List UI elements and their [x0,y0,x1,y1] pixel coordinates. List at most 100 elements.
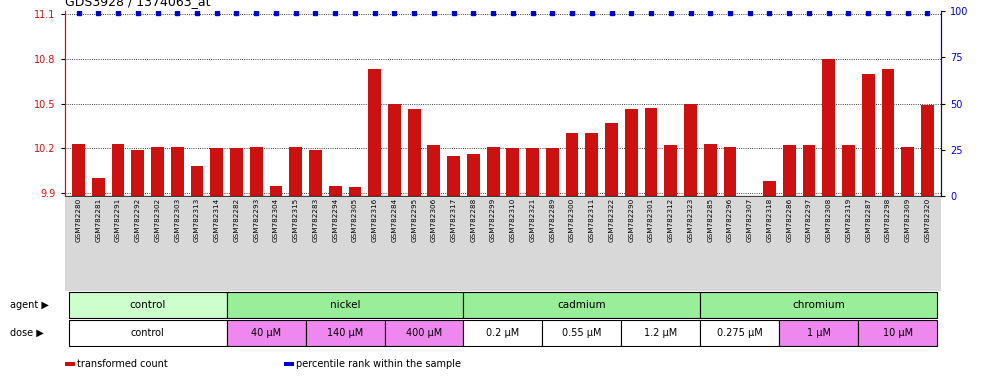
Text: nickel: nickel [330,300,361,310]
Text: GSM782312: GSM782312 [667,198,673,242]
Bar [72,144,85,196]
Text: GSM782289: GSM782289 [550,198,556,242]
Text: control: control [129,300,166,310]
Text: cadmium: cadmium [558,300,607,310]
Text: GSM782306: GSM782306 [431,198,437,242]
Bar [743,196,756,197]
Text: percentile rank within the sample: percentile rank within the sample [296,359,461,369]
Text: 40 μM: 40 μM [251,328,281,338]
Bar [250,147,263,196]
Bar [823,59,835,196]
Text: GSM782304: GSM782304 [273,198,279,242]
Text: GSM782323: GSM782323 [687,198,693,242]
Text: dose ▶: dose ▶ [10,328,44,338]
Bar [467,154,480,196]
Text: GSM782291: GSM782291 [116,198,122,242]
Text: GSM782305: GSM782305 [352,198,358,242]
Text: GSM782307: GSM782307 [747,198,753,242]
Bar [306,319,384,346]
Bar [227,291,463,318]
Text: 400 μM: 400 μM [406,328,442,338]
Bar [463,291,700,318]
Bar [289,147,302,196]
Text: chromium: chromium [793,300,846,310]
Bar [644,108,657,196]
Bar [586,133,599,196]
Text: GSM782284: GSM782284 [391,198,397,242]
Bar [881,69,894,196]
Text: 0.55 μM: 0.55 μM [562,328,602,338]
Bar [783,145,796,196]
Text: 1 μM: 1 μM [807,328,831,338]
Text: GSM782314: GSM782314 [214,198,220,242]
Bar [543,319,622,346]
Text: 140 μM: 140 μM [327,328,364,338]
Text: GSM782301: GSM782301 [648,198,654,242]
Bar [862,74,874,196]
Text: GSM782286: GSM782286 [786,198,792,242]
Bar [566,133,579,196]
Bar [921,105,934,196]
Text: GSM782321: GSM782321 [530,198,536,242]
Bar [131,150,144,196]
Bar [487,147,500,196]
Bar [69,319,227,346]
Text: GSM782280: GSM782280 [76,198,82,242]
Text: GSM782295: GSM782295 [411,198,417,242]
Bar [369,69,381,196]
Bar [842,145,855,196]
Text: GSM782292: GSM782292 [134,198,140,242]
Text: transformed count: transformed count [77,359,167,369]
Bar [388,104,400,196]
Bar [447,156,460,196]
Text: GSM782320: GSM782320 [924,198,930,242]
Bar [349,187,362,196]
Bar [65,196,941,291]
Bar [151,147,164,196]
Bar [309,150,322,196]
Bar [112,144,124,196]
Text: control: control [130,328,164,338]
Text: GSM782282: GSM782282 [233,198,239,242]
Bar [803,145,816,196]
Bar [779,319,859,346]
Bar [190,166,203,196]
Bar [723,147,736,196]
Text: GSM782317: GSM782317 [450,198,456,242]
Bar [230,148,243,196]
Bar [407,109,420,196]
Bar [427,145,440,196]
Text: GSM782308: GSM782308 [826,198,832,242]
Text: GSM782297: GSM782297 [806,198,812,242]
Text: 0.275 μM: 0.275 μM [717,328,763,338]
Bar [270,185,283,196]
Bar [700,291,937,318]
Text: GSM782287: GSM782287 [866,198,872,242]
Text: 0.2 μM: 0.2 μM [486,328,520,338]
Bar [606,123,618,196]
Bar [227,319,306,346]
Text: GSM782290: GSM782290 [628,198,634,242]
Text: GSM782285: GSM782285 [707,198,713,242]
Bar [506,148,519,196]
Text: GSM782281: GSM782281 [96,198,102,242]
Text: GSM782302: GSM782302 [154,198,160,242]
Text: GSM782311: GSM782311 [589,198,595,242]
Text: GSM782283: GSM782283 [313,198,319,242]
Text: GSM782303: GSM782303 [174,198,180,242]
Text: GSM782300: GSM782300 [569,198,575,242]
Text: GSM782298: GSM782298 [884,198,890,242]
Bar [384,319,463,346]
Text: agent ▶: agent ▶ [10,300,49,310]
Text: GSM782296: GSM782296 [727,198,733,242]
Bar [92,178,105,196]
Bar [664,145,677,196]
Text: GSM782294: GSM782294 [333,198,339,242]
Text: GSM782318: GSM782318 [767,198,773,242]
Text: GSM782313: GSM782313 [194,198,200,242]
Text: GSM782293: GSM782293 [253,198,259,242]
Text: GDS3928 / 1374063_at: GDS3928 / 1374063_at [65,0,210,8]
Bar [69,291,227,318]
Text: GSM782322: GSM782322 [609,198,615,242]
Text: GSM782319: GSM782319 [846,198,852,242]
